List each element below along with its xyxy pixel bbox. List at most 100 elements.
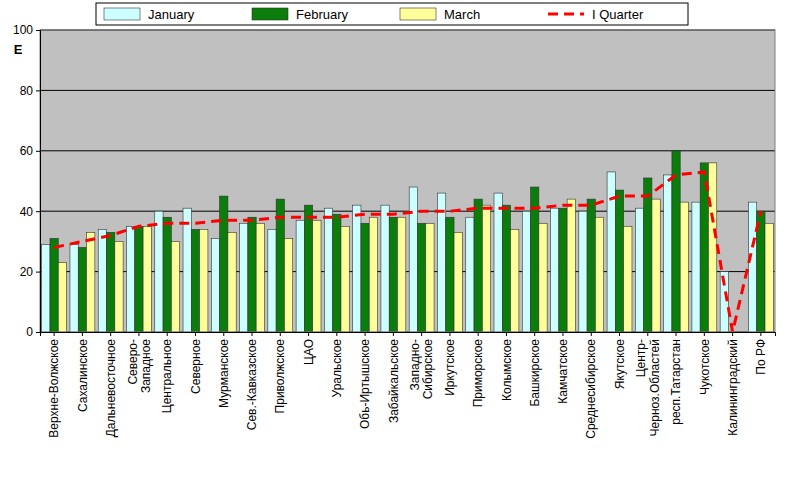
bar <box>644 178 652 332</box>
tick-mark <box>732 332 733 336</box>
tick-mark <box>506 332 507 336</box>
bar <box>494 193 502 332</box>
tick-mark <box>365 332 366 336</box>
tick-label: Среднесибирское <box>584 339 598 439</box>
bar <box>341 226 349 332</box>
bar <box>559 208 567 332</box>
axis-line <box>41 333 776 337</box>
bar <box>417 223 425 332</box>
tick-label: Центр-Черноз.Областей <box>634 339 661 436</box>
tick-label: Забайкальское <box>387 339 401 423</box>
tick-mark <box>562 332 563 336</box>
tick-mark <box>393 332 394 336</box>
tick: 60 <box>20 144 40 158</box>
tick: респ.Татарстан <box>669 332 683 425</box>
marks <box>42 151 774 332</box>
tick: 40 <box>20 205 40 219</box>
tick-mark <box>223 332 224 336</box>
bar <box>353 205 361 332</box>
legend-label: February <box>296 7 349 22</box>
tick-label: Иркутское <box>443 339 457 396</box>
tick-mark <box>449 332 450 336</box>
bar <box>248 217 256 332</box>
tick: Чукотское <box>698 332 712 395</box>
tick-mark <box>82 332 83 336</box>
bar <box>50 238 58 332</box>
legend-swatch <box>252 8 288 20</box>
plot-background <box>40 30 775 332</box>
bar <box>143 226 151 332</box>
tick-mark <box>421 332 422 336</box>
bar <box>551 208 559 332</box>
bar <box>284 238 292 332</box>
bar <box>708 163 716 332</box>
tick: Якутское <box>613 332 627 389</box>
bar <box>211 238 219 332</box>
y-axis: 020406080100 <box>13 23 41 339</box>
tick-label: Верхне-Волжское <box>47 339 61 438</box>
tick: Верхне-Волжское <box>47 332 61 438</box>
tick-label: Якутское <box>613 339 627 389</box>
bar <box>426 223 434 332</box>
line <box>54 172 761 332</box>
tick: Сев.-Кавказское <box>245 332 259 430</box>
bar <box>664 175 672 332</box>
tick: Северное <box>189 332 203 394</box>
bar <box>381 205 389 332</box>
tick-label: ЦАО <box>302 339 316 365</box>
bar <box>615 190 623 332</box>
tick-label: Северное <box>189 339 203 394</box>
bar <box>135 226 143 332</box>
tick: Центральное <box>160 332 174 413</box>
bar <box>296 220 304 332</box>
legend-label: I Quarter <box>592 7 644 22</box>
legend-label: January <box>148 7 195 22</box>
tick: 0 <box>26 325 40 339</box>
tick: Калининградский <box>726 332 740 436</box>
legend: JanuaryFebruaryMarchI Quarter <box>96 3 688 25</box>
tick: Колымское <box>500 332 514 401</box>
bar <box>466 217 474 332</box>
tick-label: Дальневосточное <box>104 339 118 438</box>
tick-label: По РФ <box>754 339 768 375</box>
tick: 100 <box>13 23 40 37</box>
bar <box>220 196 228 332</box>
grid-line <box>40 150 775 151</box>
bar <box>98 229 106 332</box>
tick: Среднесибирское <box>584 332 598 439</box>
bar <box>228 232 236 332</box>
tick-mark <box>36 30 40 31</box>
tick: Центр-Черноз.Областей <box>634 332 661 436</box>
tick-mark <box>619 332 620 336</box>
tick-label: Обь-Иртышское <box>358 339 372 429</box>
tick: Башкирское <box>528 332 542 407</box>
bar <box>446 217 454 332</box>
bar <box>256 223 264 332</box>
tick-label: Центральное <box>160 339 174 414</box>
axis-line <box>36 31 41 333</box>
tick: Дальневосточное <box>104 332 118 437</box>
tick-label: 60 <box>20 144 34 158</box>
bar <box>107 232 115 332</box>
tick-mark <box>647 332 648 336</box>
bar <box>587 199 595 332</box>
bar <box>522 211 530 332</box>
tick-mark <box>760 332 761 336</box>
bar <box>635 208 643 332</box>
tick: 80 <box>20 84 40 98</box>
tick: По РФ <box>754 332 768 375</box>
x-axis: Верхне-ВолжскоеСахалинскоеДальневосточно… <box>41 332 776 439</box>
bar <box>324 208 332 332</box>
bar <box>579 211 587 332</box>
tick: Уральское <box>330 332 344 397</box>
tick-mark <box>36 332 40 333</box>
tick: Западно-Сибирское <box>408 332 435 399</box>
bar <box>765 223 773 332</box>
bar <box>183 208 191 332</box>
grid-line <box>40 90 775 91</box>
bar <box>240 223 248 332</box>
tick-mark <box>36 90 40 91</box>
tick-label: Чукотское <box>698 339 712 395</box>
tick: Забайкальское <box>387 332 401 423</box>
tick-mark <box>195 332 196 336</box>
